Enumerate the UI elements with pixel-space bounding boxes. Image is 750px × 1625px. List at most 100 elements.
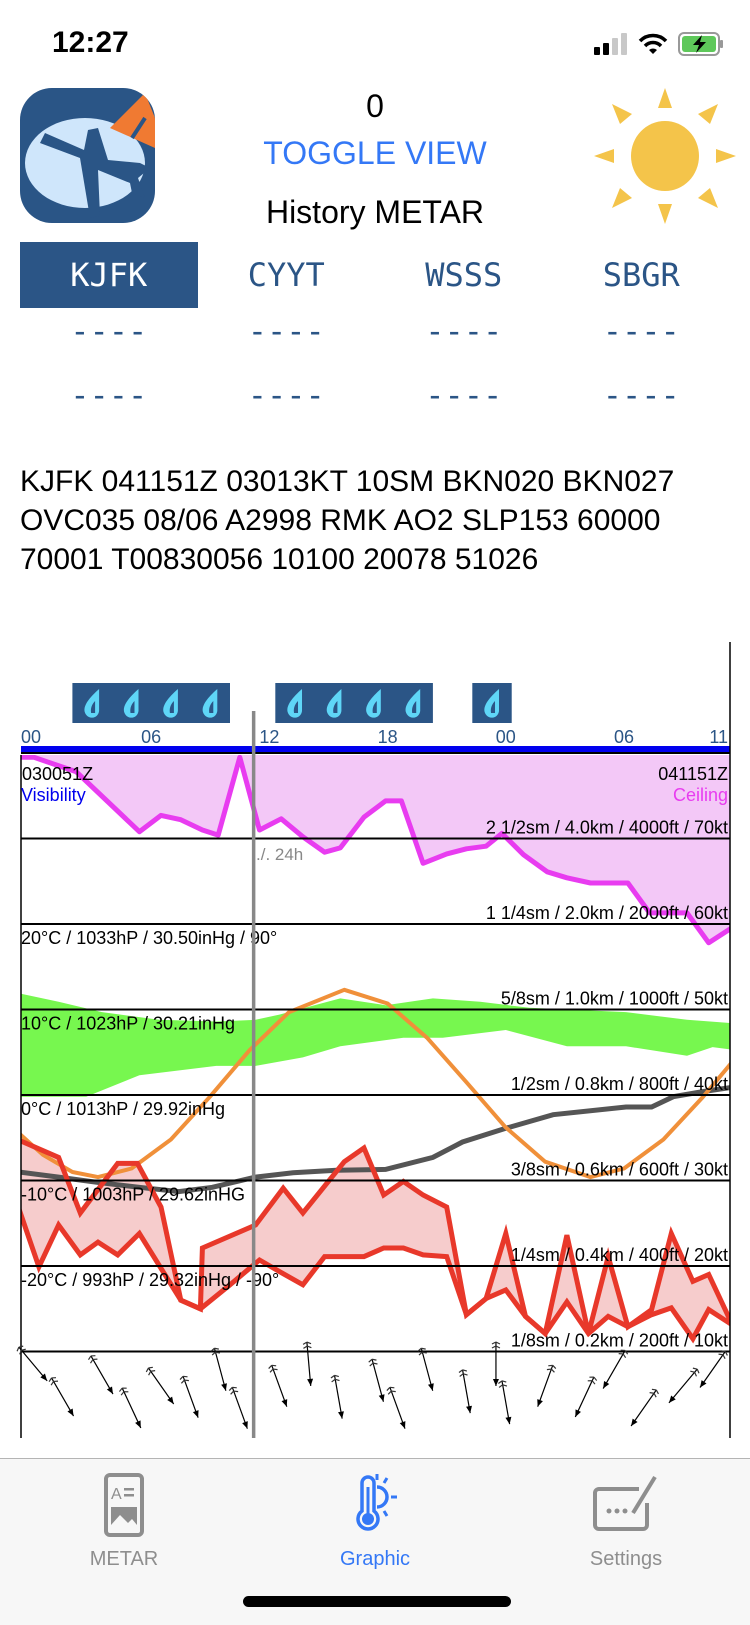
- series-layer: [21, 755, 730, 1344]
- page-title: History METAR: [265, 194, 485, 230]
- time-tick-label: 12: [259, 727, 279, 747]
- wind-arrow: [386, 1386, 406, 1429]
- rain-drop-icon: [123, 689, 139, 718]
- wind-arrow-shaft: [147, 1367, 175, 1405]
- station-tab-cyyt[interactable]: CYYT: [247, 256, 325, 294]
- station-tab-kjfk[interactable]: KJFK: [20, 242, 198, 308]
- wind-arrow-head: [40, 1373, 48, 1381]
- wind-arrow-shaft: [371, 1359, 385, 1402]
- wind-arrow-head: [492, 1379, 499, 1386]
- pressure-line: [21, 1085, 730, 1195]
- station-info-row-2: ---- ---- ---- ----: [20, 376, 730, 414]
- wind-arrow-feather: [498, 1380, 508, 1388]
- tab-graphic[interactable]: Graphic: [295, 1473, 455, 1571]
- wind-arrow-shaft: [231, 1387, 248, 1429]
- wind-arrow-feather: [210, 1347, 220, 1356]
- wind-arrow-feather: [87, 1355, 98, 1364]
- ceiling-legend: Ceiling: [673, 785, 728, 805]
- wind-arrow-head: [575, 1409, 581, 1417]
- left-scale-label: 20°C / 1033hP / 30.50inHg / 90°: [21, 928, 277, 948]
- grid-lines: [20, 642, 731, 1438]
- wind-arrow-shaft: [90, 1355, 114, 1395]
- metar-history-chart[interactable]: 00 06 12 18 00 06 11 2 1/2sm / 4.0km / 4000ft …: [0, 642, 750, 1438]
- wind-arrow-head: [135, 1420, 141, 1428]
- time-tick-label: 00: [21, 727, 41, 747]
- wind-arrow-head: [399, 1421, 406, 1429]
- toggle-view-button[interactable]: TOGGLE VIEW: [200, 135, 550, 172]
- tab-metar[interactable]: A METAR: [44, 1473, 204, 1571]
- keyboard-pencil-icon: [593, 1475, 657, 1531]
- wind-arrow-head: [668, 1395, 676, 1403]
- station-tab-wsss[interactable]: WSSS: [425, 256, 503, 294]
- right-scale-label: 1/4sm / 0.4km / 400ft / 20kt: [511, 1245, 728, 1265]
- wind-arrow-head: [505, 1416, 512, 1425]
- left-scale-label: -20°C / 993hP / 29.32inHg / -90°: [21, 1270, 279, 1290]
- wind-arrow: [630, 1388, 659, 1427]
- wind-arrow-head: [192, 1410, 199, 1418]
- wind-arrow-feather: [690, 1367, 700, 1377]
- wind-arrow: [228, 1386, 248, 1429]
- time-tick-label: 00: [496, 727, 516, 747]
- rain-drop-icon: [366, 689, 381, 718]
- wind-arrow-head: [221, 1383, 227, 1391]
- visibility-legend: Visibility: [21, 785, 86, 805]
- wind-arrow: [179, 1375, 199, 1418]
- wind-arrow-shaft: [630, 1389, 657, 1427]
- wind-arrow-feather: [16, 1345, 26, 1355]
- wind-arrow: [268, 1364, 288, 1407]
- station-value: ----: [247, 312, 325, 350]
- wind-arrow: [491, 1341, 501, 1386]
- right-scale-label: 1/2sm / 0.8km / 800ft / 40kt: [511, 1074, 728, 1094]
- right-scale-label: 5/8sm / 1.0km / 1000ft / 50kt: [501, 989, 728, 1009]
- station-value: ----: [425, 376, 503, 414]
- station-tabs: KJFK CYYT WSSS SBGR: [20, 242, 730, 308]
- wind-arrow: [118, 1387, 142, 1429]
- wind-arrow-feather: [48, 1377, 59, 1386]
- station-value: ----: [425, 312, 503, 350]
- rain-drop-icon: [84, 689, 100, 718]
- wind-arrow-head: [427, 1383, 434, 1391]
- wind-arrow-feather: [587, 1376, 598, 1385]
- wind-arrow-shaft: [121, 1387, 142, 1429]
- wind-arrow: [699, 1350, 728, 1388]
- app-logo: [20, 88, 155, 223]
- station-tab-sbgr[interactable]: SBGR: [602, 256, 680, 294]
- svg-text:A: A: [111, 1486, 122, 1503]
- ceiling-area: [21, 755, 730, 943]
- home-indicator[interactable]: [243, 1596, 511, 1607]
- wind-arrow: [498, 1380, 512, 1425]
- wind-arrow-head: [67, 1408, 74, 1417]
- tab-label: Settings: [589, 1548, 663, 1570]
- station-value: ----: [602, 376, 680, 414]
- wind-arrow: [668, 1367, 700, 1404]
- wind-arrow: [368, 1358, 385, 1402]
- counter-value: 0: [366, 88, 384, 124]
- station-value: ----: [602, 312, 680, 350]
- time-tick-label: 06: [614, 727, 634, 747]
- wind-arrow-shaft: [306, 1342, 312, 1386]
- wind-arrow-shaft: [333, 1375, 343, 1419]
- wind-arrow: [330, 1374, 344, 1419]
- wind-arrow-shaft: [389, 1387, 406, 1429]
- metar-report-text: KJFK 041151Z 03013KT 10SM BKN020 BKN027 …: [20, 465, 675, 576]
- wind-arrow-shaft: [271, 1365, 288, 1407]
- metar-document-icon: A: [104, 1473, 144, 1537]
- right-scale-label: 3/8sm / 0.6km / 600ft / 30kt: [511, 1160, 728, 1180]
- wind-arrow-feather: [718, 1350, 728, 1359]
- cursor-offset-label: ./. 24h: [256, 845, 303, 864]
- wind-arrow-shaft: [602, 1350, 626, 1389]
- rain-drop-icon: [163, 689, 178, 718]
- rain-drop-icon: [484, 689, 500, 718]
- battery-charging-icon: [678, 32, 723, 56]
- wind-arrow-feather: [417, 1347, 427, 1356]
- tab-settings[interactable]: Settings: [546, 1473, 706, 1571]
- wind-arrow: [210, 1347, 227, 1391]
- wind-arrow-shaft: [213, 1348, 227, 1391]
- wind-arrow-head: [106, 1386, 113, 1395]
- rain-drop-icon: [202, 689, 218, 718]
- wind-arrow-shaft: [182, 1376, 199, 1418]
- wind-arrow-head: [631, 1418, 638, 1427]
- wind-arrow-head: [167, 1396, 174, 1405]
- wind-arrow: [458, 1369, 472, 1414]
- left-scale-label: -10°C / 1003hP / 29.62inHG: [21, 1185, 245, 1205]
